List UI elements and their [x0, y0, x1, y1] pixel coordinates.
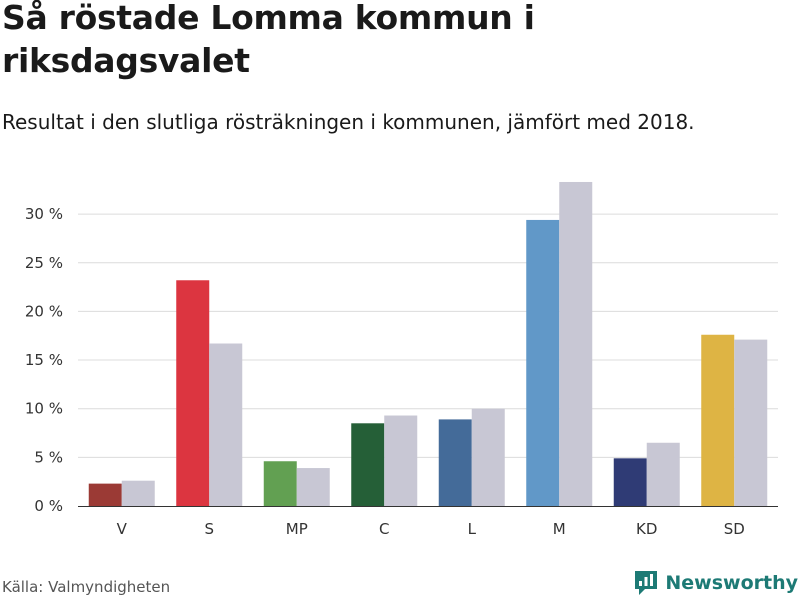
bar-2018-mp	[296, 468, 330, 506]
chart-subtitle: Resultat i den slutliga rösträkningen i …	[2, 110, 695, 134]
bar-2022-c	[351, 423, 385, 506]
y-tick-label: 5 %	[34, 448, 63, 466]
bar-2018-s	[209, 343, 243, 506]
bar-2018-c	[384, 415, 418, 506]
x-tick-label: KD	[636, 520, 657, 538]
bar-2022-mp	[263, 461, 297, 506]
x-tick-label: C	[379, 520, 389, 538]
bar-2022-m	[526, 219, 560, 507]
bar-chart: 0 % 5 % 10 % 15 % 20 % 25 % 30 % V S MP C L M KD SD	[25, 181, 778, 538]
bar-2018-kd	[646, 442, 680, 506]
bar-2018-l	[471, 408, 505, 506]
bar-2018-v	[121, 480, 155, 506]
x-tick-label: MP	[286, 520, 308, 538]
chart-title: Så röstade Lomma kommun i riksdagsvalet	[2, 0, 535, 80]
y-tick-label: 10 %	[25, 400, 63, 418]
x-tick-label: S	[204, 520, 214, 538]
x-tick-label: SD	[724, 520, 745, 538]
newsworthy-logo-icon	[635, 571, 658, 595]
y-tick-label: 20 %	[25, 302, 63, 320]
x-tick-label: M	[553, 520, 566, 538]
y-tick-label: 0 %	[34, 497, 63, 515]
bar-2018-sd	[734, 339, 768, 506]
source-label: Källa: Valmyndigheten	[2, 578, 171, 596]
bar-2022-sd	[701, 334, 735, 506]
bar-2022-l	[438, 419, 472, 506]
bar-2022-kd	[613, 458, 647, 506]
bar-2018-m	[559, 181, 593, 506]
y-tick-label: 15 %	[25, 351, 63, 369]
y-tick-label: 30 %	[25, 205, 63, 223]
brand-name: Newsworthy	[665, 572, 798, 594]
bar-2022-s	[176, 280, 210, 506]
bar-2022-v	[88, 483, 122, 506]
y-tick-label: 25 %	[25, 254, 63, 272]
x-tick-label: V	[117, 520, 128, 538]
x-tick-label: L	[468, 520, 477, 538]
brand-logo: Newsworthy	[633, 568, 798, 598]
